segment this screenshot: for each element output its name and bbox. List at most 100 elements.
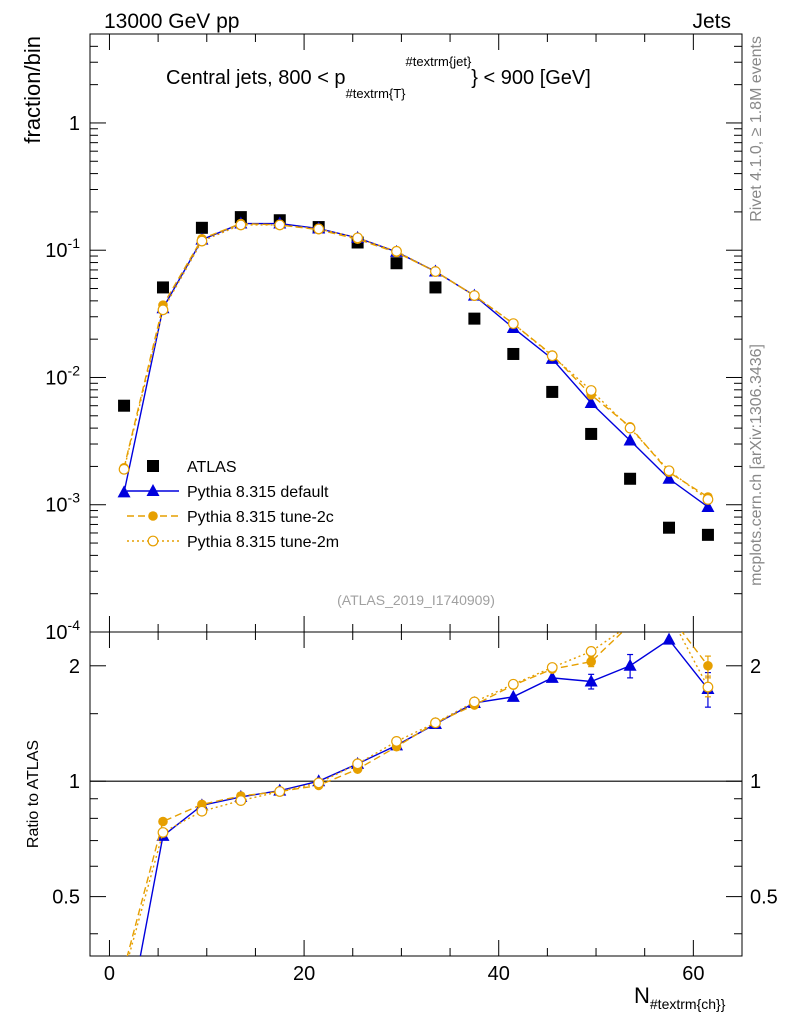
ratio-y-tick-label-left: 2 [69, 656, 80, 678]
ratio-y-tick-label-left: 1 [69, 771, 80, 793]
header-right: Jets [692, 10, 731, 33]
title-superscript: #textrm{jet} [406, 54, 472, 69]
mcplots-label: mcplots.cern.ch [arXiv:1306.3436] [748, 344, 765, 586]
legend-label-pythia-8-315-tune-2c: Pythia 8.315 tune-2c [187, 509, 334, 526]
header-left: 13000 GeV pp [104, 10, 239, 33]
rivet-version-label: Rivet 4.1.0, ≥ 1.8M events [748, 36, 765, 222]
data-point-pythia-8-315-tune-2m [274, 219, 286, 231]
ratio-line-pythia-8-315-tune-2c [126, 632, 709, 956]
title-pre: Central jets, 800 < p [166, 67, 346, 89]
data-point-pythia-8-315-tune-2m [391, 245, 402, 257]
ratio-point-pythia-8-315-tune-2m [546, 662, 558, 673]
ratio-point-pythia-8-315-default [623, 658, 637, 671]
data-point-pythia-8-315-default [623, 433, 637, 446]
data-point-atlas [624, 472, 637, 485]
analysis-watermark: (ATLAS_2019_I1740909) [337, 592, 495, 608]
main-y-tick-label: 10-1 [45, 235, 80, 262]
x-tick-label: 20 [293, 963, 315, 985]
data-point-atlas [429, 281, 442, 294]
legend-marker-atlas [147, 460, 159, 472]
ratio-plot-frame [89, 631, 743, 957]
x-tick-label: 0 [104, 963, 115, 985]
title-post: } < 900 [GeV] [471, 67, 591, 89]
data-point-pythia-8-315-default [662, 471, 676, 484]
data-point-pythia-8-315-tune-2m [468, 290, 480, 301]
ratio-line-pythia-8-315-default [139, 638, 709, 956]
data-point-atlas [156, 281, 169, 294]
ratio-point-pythia-8-315-default [545, 670, 559, 683]
main-y-tick-label: 10-2 [45, 362, 80, 389]
ratio-point-pythia-8-315-tune-2c [703, 660, 713, 671]
legend-label-pythia-8-315-default: Pythia 8.315 default [187, 484, 329, 501]
series-line-pythia-8-315-tune-2c [123, 222, 709, 498]
ratio-y-tick-label-right: 1 [750, 771, 761, 793]
main-y-axis-label: fraction/bin [20, 36, 45, 144]
legend-marker-pythia-8-315-tune-2m [147, 535, 159, 547]
data-point-atlas [118, 399, 131, 412]
ratio-y-tick-label-right: 0.5 [750, 887, 778, 909]
ratio-point-pythia-8-315-tune-2m [468, 696, 480, 708]
ratio-point-pythia-8-315-tune-2m [625, 620, 635, 630]
data-point-atlas [507, 347, 520, 360]
ratio-point-pythia-8-315-tune-2m [313, 777, 325, 789]
data-point-pythia-8-315-tune-2m [118, 463, 130, 475]
legend-marker-pythia-8-315-tune-2c [148, 511, 158, 521]
data-point-atlas [701, 528, 714, 541]
ratio-point-pythia-8-315-tune-2m [391, 736, 402, 747]
data-point-pythia-8-315-tune-2m [624, 422, 636, 434]
ratio-point-pythia-8-315-default [662, 632, 676, 645]
x-axis-label: N#textrm{ch}} [634, 983, 726, 1012]
ratio-y-tick-label-left: 0.5 [52, 887, 80, 909]
ratio-point-pythia-8-315-tune-2m [352, 758, 364, 770]
ratio-point-pythia-8-315-tune-2m [274, 786, 286, 797]
main-y-tick-label: 1 [69, 113, 80, 135]
data-point-atlas [468, 312, 481, 325]
ratio-point-pythia-8-315-tune-2m [664, 609, 674, 619]
ratio-point-pythia-8-315-tune-2m [507, 678, 519, 690]
data-point-pythia-8-315-tune-2m [196, 235, 208, 247]
ratio-point-pythia-8-315-tune-2c [586, 656, 596, 667]
data-point-pythia-8-315-tune-2m [663, 465, 675, 477]
legend-marker-pythia-8-315-default [146, 484, 160, 496]
main-y-tick-label: 10-3 [45, 490, 80, 517]
data-point-atlas [195, 221, 208, 234]
data-point-pythia-8-315-tune-2m [702, 494, 714, 505]
ratio-point-pythia-8-315-tune-2c [664, 610, 674, 620]
ratio-point-pythia-8-315-tune-2m [119, 969, 129, 979]
ratio-point-pythia-8-315-default [584, 674, 598, 687]
series-line-pythia-8-315-tune-2m [123, 224, 709, 501]
data-point-atlas [663, 521, 676, 534]
main-y-tick-label: 10-4 [45, 617, 80, 644]
title-subscript: #textrm{T} [346, 86, 407, 101]
x-tick-label: 60 [682, 963, 704, 985]
ratio-point-pythia-8-315-tune-2m [702, 681, 714, 693]
legend-label-pythia-8-315-tune-2m: Pythia 8.315 tune-2m [187, 534, 339, 551]
data-point-pythia-8-315-tune-2m [585, 385, 597, 396]
data-point-pythia-8-315-default [701, 499, 715, 512]
ratio-point-pythia-8-315-tune-2m [157, 827, 169, 838]
ratio-point-pythia-8-315-tune-2m [585, 646, 597, 657]
data-point-pythia-8-315-tune-2m [546, 350, 558, 362]
main-chart-title: Central jets, 800 < p#textrm{T} #textrm{j… [166, 54, 591, 101]
ratio-y-tick-label-right: 2 [750, 656, 761, 678]
x-axis-label-subscript: #textrm{ch}} [650, 996, 726, 1012]
data-point-pythia-8-315-default [117, 485, 131, 498]
ratio-line-pythia-8-315-tune-2m [128, 632, 709, 956]
legend-label-atlas: ATLAS [187, 459, 237, 476]
ratio-point-pythia-8-315-tune-2m [196, 805, 208, 817]
data-point-pythia-8-315-tune-2m [430, 266, 441, 277]
ratio-point-pythia-8-315-default [506, 689, 520, 702]
data-point-pythia-8-315-tune-2m [157, 304, 169, 316]
data-point-atlas [585, 427, 598, 440]
data-point-atlas [546, 385, 559, 398]
data-point-atlas [390, 257, 403, 270]
data-point-pythia-8-315-default [584, 396, 598, 409]
data-point-pythia-8-315-tune-2m [313, 223, 325, 235]
ratio-y-axis-label: Ratio to ATLAS [25, 740, 42, 848]
ratio-point-pythia-8-315-tune-2m [430, 717, 441, 729]
ratio-point-pythia-8-315-tune-2m [235, 795, 247, 807]
ratio-point-pythia-8-315-tune-2c [119, 964, 129, 974]
ratio-point-pythia-8-315-tune-2c [158, 816, 168, 827]
data-point-pythia-8-315-tune-2m [507, 318, 519, 330]
ratio-point-pythia-8-315-tune-2c [625, 620, 635, 630]
